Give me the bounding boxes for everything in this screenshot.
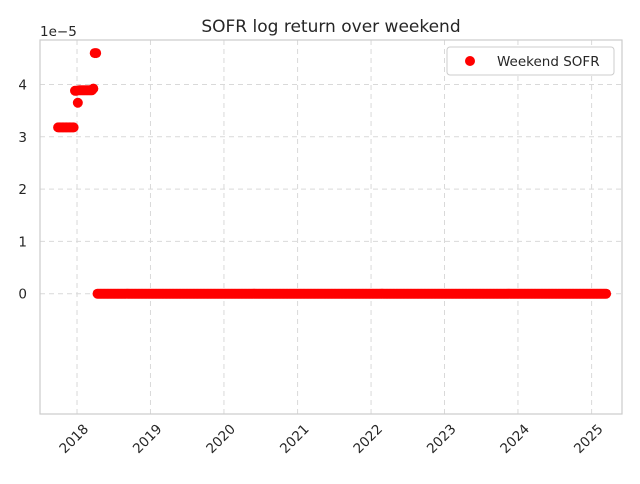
data-point xyxy=(72,97,83,108)
x-tick-label: 2021 xyxy=(277,421,313,457)
data-point xyxy=(88,83,99,94)
x-tick-label: 2025 xyxy=(571,421,607,457)
data-point xyxy=(91,48,102,59)
x-tick-label: 2020 xyxy=(203,421,239,457)
y-tick-label: 4 xyxy=(18,77,27,93)
x-tick-label: 2019 xyxy=(130,421,166,457)
x-tick-labels: 2018 2019 2020 2021 2022 2023 2024 2025 xyxy=(56,421,606,457)
x-tick-label: 2023 xyxy=(424,421,460,457)
x-tick-label: 2022 xyxy=(350,421,386,457)
y-offset-label: 1e−5 xyxy=(40,24,77,40)
legend-label: Weekend SOFR xyxy=(497,54,600,70)
data-point xyxy=(601,288,612,299)
legend: Weekend SOFR xyxy=(446,46,615,76)
y-tick-labels: 0 1 2 3 4 xyxy=(18,77,27,302)
y-tick-label: 0 xyxy=(18,287,27,303)
legend-marker xyxy=(465,56,475,66)
x-tick-label: 2024 xyxy=(497,421,533,457)
plot-frame xyxy=(39,39,623,415)
points-layer xyxy=(53,48,612,299)
grid-layer xyxy=(40,40,622,414)
legend-box xyxy=(446,46,615,76)
y-tick-label: 2 xyxy=(18,182,27,198)
y-tick-label: 1 xyxy=(18,234,27,250)
y-tick-label: 3 xyxy=(18,130,27,146)
data-point xyxy=(68,122,79,133)
chart-title: SOFR log return over weekend xyxy=(201,17,460,37)
x-tick-label: 2018 xyxy=(56,421,92,457)
